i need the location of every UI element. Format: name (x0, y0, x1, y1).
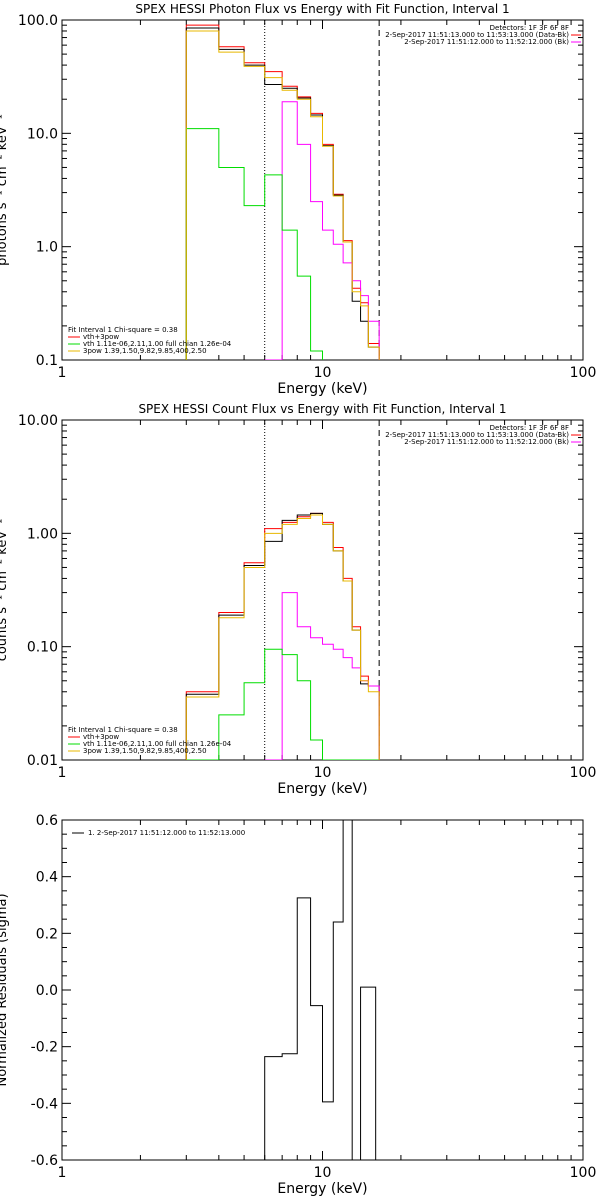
legend-header: Fit Interval 1 Chi-square = 0.38 (68, 326, 178, 334)
chart-panel-3: 1 10 100 -0.6 -0.4 -0.2 0.0 0.2 0.4 0.6 Energy (ke… (0, 813, 596, 1197)
plot-area (185, 20, 380, 360)
legend: Fit Interval 1 Chi-square = 0.38vth+3pow… (68, 326, 232, 355)
y-tick-label: -0.2 (31, 1040, 58, 1056)
series-1-line (185, 24, 380, 360)
legend-item: vth 1.11e-06,2.11,1.00 full chian 1.26e-… (83, 740, 232, 748)
x-tick-label: 100 (570, 1165, 597, 1181)
series-1-line (185, 512, 380, 760)
x-axis-label: Energy (keV) (277, 381, 367, 397)
series-1-line (264, 820, 377, 1160)
legend-item: vth+3pow (83, 733, 119, 741)
y-tick-label: -0.6 (31, 1153, 58, 1169)
legend: Fit Interval 1 Chi-square = 0.38vth+3pow… (68, 726, 232, 755)
series-4-line (186, 648, 380, 760)
y-tick-label: 0.6 (36, 813, 58, 829)
detectors-label: Detectors: 1F 3F 6F 8F (490, 24, 569, 32)
series-2-line (185, 27, 380, 360)
bk-interval-label: 2-Sep-2017 11:51:12.000 to 11:52:12.000 … (404, 438, 569, 446)
plot-area (264, 820, 377, 1160)
y-tick-label: 0.0 (36, 983, 58, 999)
x-tick-label: 1 (58, 765, 67, 781)
chart-panel-2: SPEX HESSI Count Flux vs Energy with Fit… (0, 402, 596, 797)
data-interval-label: 2-Sep-2017 11:51:13.000 to 11:53:13.000 … (385, 31, 569, 39)
series-5-line (185, 30, 380, 360)
y-tick-label: 0.10 (27, 640, 58, 656)
chart-title: SPEX HESSI Count Flux vs Energy with Fit… (138, 402, 506, 416)
y-tick-label: -0.4 (31, 1096, 58, 1112)
legend-item: vth 1.11e-06,2.11,1.00 full chian 1.26e-… (83, 340, 232, 348)
x-tick-label: 100 (570, 765, 597, 781)
y-tick-label: 10.00 (18, 413, 58, 429)
detectors-label: Detectors: 1F 3F 6F 8F (490, 424, 569, 432)
interval-info: Detectors: 1F 3F 6F 8F2-Sep-2017 11:51:1… (385, 424, 581, 446)
chart-panel-1: SPEX HESSI Photon Flux vs Energy with Fi… (0, 2, 596, 397)
bk-interval-label: 2-Sep-2017 11:51:12.000 to 11:52:12.000 … (404, 38, 569, 46)
legend-header: Fit Interval 1 Chi-square = 0.38 (68, 726, 178, 734)
y-axis-label: counts s⁻¹ cm⁻² keV⁻¹ (0, 519, 10, 662)
series-5-line (185, 514, 380, 760)
y-tick-label: 0.01 (27, 753, 58, 769)
y-tick-label: 0.1 (36, 353, 58, 369)
plot-frame (61, 19, 584, 361)
y-axis-label: Normalized Residuals (sigma) (0, 893, 10, 1086)
x-tick-label: 100 (570, 365, 597, 381)
interval-info: Detectors: 1F 3F 6F 8F2-Sep-2017 11:51:1… (385, 24, 581, 46)
series-4-line (185, 128, 380, 360)
data-interval-label: 2-Sep-2017 11:51:13.000 to 11:53:13.000 … (385, 431, 569, 439)
y-tick-label: 1.0 (36, 240, 58, 256)
x-tick-label: 1 (58, 1165, 67, 1181)
y-tick-label: 100.0 (18, 13, 58, 29)
series-2-line (185, 512, 380, 760)
x-axis-label: Energy (keV) (277, 781, 367, 797)
series-3-line (264, 101, 380, 360)
legend-item: 1. 2-Sep-2017 11:51:12.000 to 11:52:13.0… (88, 829, 245, 837)
plot-area (185, 420, 380, 760)
legend-item: vth+3pow (83, 333, 119, 341)
y-axis-label: photons s⁻¹ cm⁻² keV⁻¹ (0, 114, 10, 266)
x-tick-label: 10 (314, 765, 332, 781)
y-tick-label: 0.2 (36, 926, 58, 942)
y-tick-label: 10.0 (27, 126, 58, 142)
chart-title: SPEX HESSI Photon Flux vs Energy with Fi… (135, 2, 509, 16)
x-tick-label: 1 (58, 365, 67, 381)
legend-item: 3pow 1.39,1.50,9.82,9.85,400,2.50 (83, 347, 207, 355)
x-axis-label: Energy (keV) (277, 1181, 367, 1197)
legend-item: 3pow 1.39,1.50,9.82,9.85,400,2.50 (83, 747, 207, 755)
y-tick-label: 0.4 (36, 870, 58, 886)
x-tick-label: 10 (314, 1165, 332, 1181)
legend: 1. 2-Sep-2017 11:51:12.000 to 11:52:13.0… (72, 829, 245, 837)
plot-frame (61, 419, 584, 761)
y-tick-label: 1.00 (27, 526, 58, 542)
plot-frame (61, 819, 584, 1161)
x-tick-label: 10 (314, 365, 332, 381)
